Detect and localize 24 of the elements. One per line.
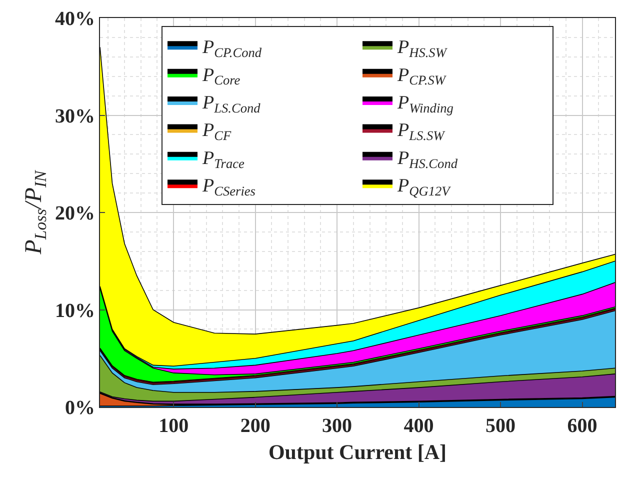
legend-label: P$_{QG12V}$ xyxy=(396,176,452,199)
legend-label: P$_{CP.SW}$ xyxy=(396,64,448,88)
legend-label: P$_{Trace}$ xyxy=(202,148,244,171)
legend-label: P$_{CP.Cond}$ xyxy=(202,37,262,60)
y-tick-label: 40% xyxy=(55,8,95,30)
x-axis-title: Output Current [A] xyxy=(268,440,447,464)
legend-label: P$_{LS.Cond}$ xyxy=(202,92,261,116)
legend-label: P$_{Core}$ xyxy=(202,64,240,88)
x-tick-label: 600 xyxy=(567,415,598,437)
y-tick-label: 0% xyxy=(65,397,95,419)
x-tick-label: 300 xyxy=(322,415,352,437)
x-tick-label: 100 xyxy=(158,415,189,437)
x-tick-label: 500 xyxy=(486,415,516,437)
y-tick-label: 20% xyxy=(55,202,95,224)
y-tick-label: 30% xyxy=(55,105,95,128)
x-tick-label: 400 xyxy=(404,415,434,437)
legend-label: P$_{HS.SW}$ xyxy=(396,37,448,60)
legend-label: P$_{CSeries}$ xyxy=(202,176,256,199)
legend-label: P$_{Winding}$ xyxy=(396,92,454,116)
legend-label: P$_{LS.SW}$ xyxy=(396,120,446,144)
x-tick-label: 200 xyxy=(240,415,270,437)
legend-label: P$_{HS.Cond}$ xyxy=(396,148,458,171)
legend-label: P$_{CF}$ xyxy=(202,120,232,144)
y-tick-label: 10% xyxy=(55,300,95,322)
